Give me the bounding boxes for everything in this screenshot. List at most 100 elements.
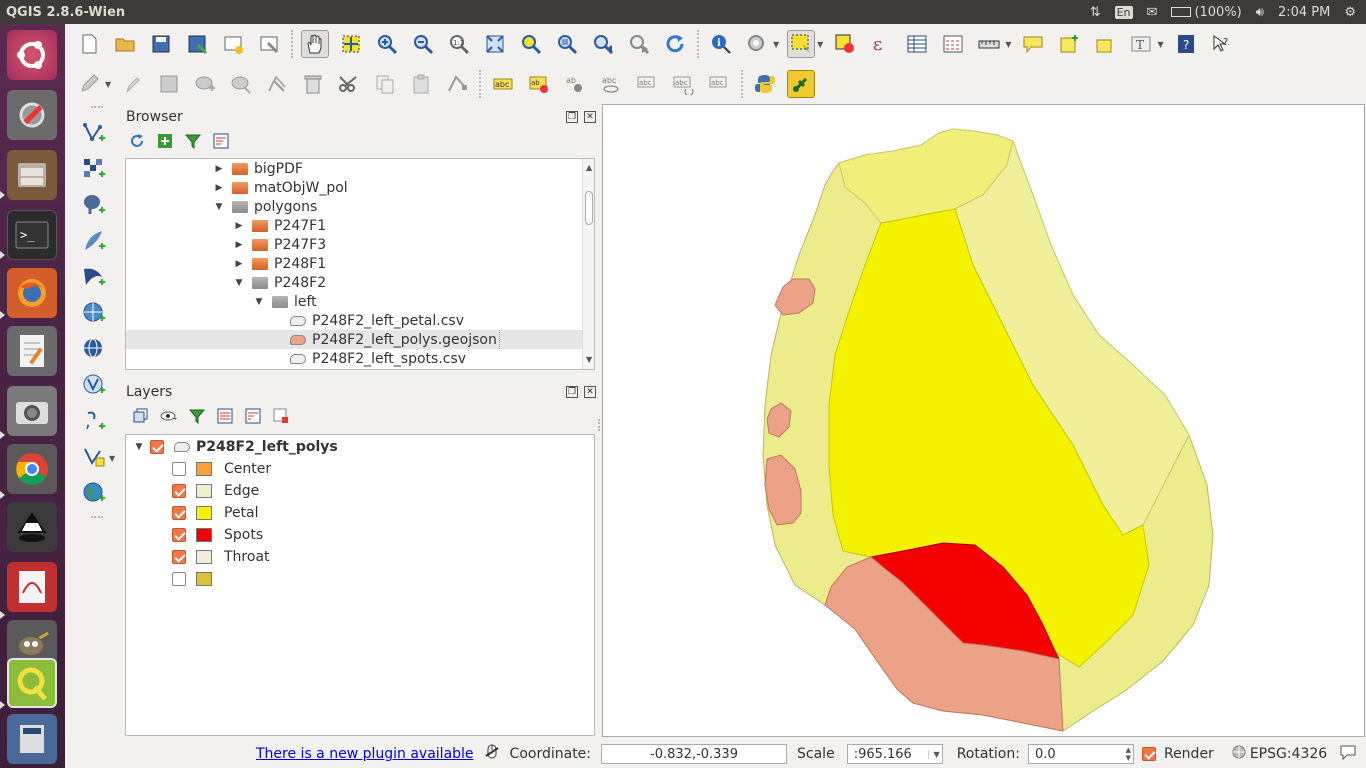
cut-features-button[interactable] [335, 70, 363, 98]
zoom-full-button[interactable] [481, 30, 509, 58]
add-raster-layer-button[interactable] [81, 156, 107, 182]
current-edits-button[interactable] [119, 70, 147, 98]
whats-this-button[interactable]: ? [1208, 30, 1236, 58]
zoom-to-layer-button[interactable] [553, 30, 581, 58]
help-contents-button[interactable]: ? [1172, 30, 1200, 58]
deselect-all-button[interactable] [831, 30, 859, 58]
message-log-button[interactable] [1339, 743, 1357, 765]
pdf-viewer-launcher[interactable] [7, 562, 57, 612]
map-canvas[interactable] [602, 104, 1365, 737]
legend-class-row[interactable]: Edge [172, 481, 259, 501]
pan-to-selection-button[interactable] [337, 30, 365, 58]
filter-legend-button[interactable] [188, 407, 206, 425]
action-dropdown-arrow[interactable]: ▼ [773, 39, 780, 49]
close-panel-button[interactable]: ✕ [584, 386, 596, 398]
text-annotation-button[interactable]: T [1127, 30, 1155, 58]
new-shapefile-layer-button[interactable] [81, 444, 107, 470]
firefox-launcher[interactable] [7, 268, 57, 318]
save-project-button[interactable] [147, 30, 175, 58]
mail-icon[interactable]: ✉ [1146, 4, 1158, 20]
refresh-browser-button[interactable] [128, 132, 146, 150]
save-as-button[interactable] [183, 30, 211, 58]
new-print-composer-button[interactable] [219, 30, 247, 58]
class-checkbox[interactable] [172, 506, 186, 520]
new-project-button[interactable] [75, 30, 103, 58]
inkscape-launcher[interactable] [7, 502, 57, 552]
power-gear-icon[interactable]: ⚙ [1344, 4, 1356, 20]
browser-tree[interactable]: ▶ bigPDF ▶ matObjW_pol ▼ polygons ▶ P247F1 ▶… [125, 158, 595, 370]
remove-layer-button[interactable] [272, 407, 290, 425]
terminal-launcher[interactable]: >_ [7, 210, 57, 260]
layer-diagram-button[interactable]: ab [525, 70, 553, 98]
collapse-arrow-icon[interactable]: ▼ [235, 277, 243, 288]
pin-labels-button[interactable]: ab [561, 70, 589, 98]
node-tool-button[interactable] [263, 70, 291, 98]
attribute-table-button[interactable] [903, 30, 931, 58]
toolbar-grip[interactable] [479, 70, 483, 98]
clock[interactable]: 2:04 PM [1277, 4, 1331, 20]
class-checkbox[interactable] [172, 484, 186, 498]
move-feature-button[interactable] [227, 70, 255, 98]
pan-map-button[interactable] [301, 30, 329, 58]
tree-item-selected[interactable]: P248F2_left_polys.geojson [126, 330, 582, 349]
toggle-editing-button[interactable] [75, 70, 103, 98]
add-world-layer-button[interactable] [81, 480, 107, 506]
float-panel-button[interactable]: ❐ [566, 111, 578, 123]
field-calculator-button[interactable]: ε [867, 30, 895, 58]
chrome-launcher[interactable] [7, 444, 57, 494]
manage-visibility-button[interactable] [160, 407, 178, 425]
measure-line-button[interactable] [975, 30, 1003, 58]
collapse-arrow-icon[interactable]: ▼ [215, 201, 223, 212]
new-plugin-notice-link[interactable]: There is a new plugin available [256, 746, 474, 762]
zoom-out-button[interactable] [409, 30, 437, 58]
close-panel-button[interactable]: ✕ [584, 111, 596, 123]
add-delimited-text-layer-button[interactable]: , [81, 408, 107, 434]
scroll-down-arrow[interactable]: ▼ [586, 355, 593, 364]
tree-item[interactable]: ▶ matObjW_pol [214, 178, 348, 197]
rotation-spinbox[interactable]: 0.0 ▲ ▼ [1027, 744, 1134, 764]
annotation-dropdown-arrow[interactable]: ▼ [1157, 39, 1164, 49]
qgis-launcher[interactable] [7, 658, 57, 708]
digitize-mode-button[interactable] [443, 70, 471, 98]
measure-dropdown-arrow[interactable]: ▼ [1005, 39, 1012, 49]
composer-manager-button[interactable] [255, 30, 283, 58]
float-panel-button[interactable]: ❐ [566, 386, 578, 398]
files-launcher[interactable] [7, 150, 57, 200]
zoom-actual-size-button[interactable]: 1:1 [445, 30, 473, 58]
select-features-button[interactable] [787, 30, 816, 58]
zoom-in-button[interactable] [373, 30, 401, 58]
legend-class-row[interactable]: Center [172, 459, 271, 479]
python-console-button[interactable] [751, 70, 779, 98]
scrollbar-thumb[interactable] [585, 191, 593, 225]
scale-dropdown-arrow[interactable]: ▼ [927, 749, 940, 759]
expand-all-button[interactable] [216, 407, 234, 425]
open-project-button[interactable] [111, 30, 139, 58]
layers-tree[interactable]: ▼ P248F2_left_polys Center Edge Petal Sp… [125, 434, 595, 736]
layer-row[interactable]: ▼ P248F2_left_polys [134, 437, 338, 457]
tree-item[interactable]: ▼ P248F2 [234, 273, 327, 292]
add-postgis-layer-button[interactable] [81, 192, 107, 218]
legend-class-row[interactable]: Spots [172, 525, 263, 545]
add-feature-button[interactable] [191, 70, 219, 98]
rotation-spin-arrows[interactable]: ▲ ▼ [1125, 746, 1131, 762]
refresh-button[interactable] [661, 30, 689, 58]
legend-class-row[interactable] [172, 569, 224, 589]
collapse-arrow-icon[interactable]: ▼ [255, 296, 263, 307]
browser-scrollbar[interactable]: ▲ ▼ [582, 159, 594, 369]
tree-item[interactable]: ▶ P248F1 [234, 254, 327, 273]
select-dropdown-arrow[interactable]: ▼ [817, 39, 824, 49]
zoom-to-selection-button[interactable] [517, 30, 545, 58]
toolbar-grip[interactable] [697, 30, 701, 58]
run-feature-action-button[interactable] [743, 30, 771, 58]
delete-selected-button[interactable] [299, 70, 327, 98]
mouse-coordinate-toggle-icon[interactable] [484, 744, 500, 764]
add-wfs-layer-button[interactable] [81, 372, 107, 398]
legend-class-row[interactable]: Throat [172, 547, 270, 567]
move-label-button[interactable]: abc [633, 70, 661, 98]
collapse-all-layers-button[interactable] [244, 407, 262, 425]
filter-browser-button[interactable] [184, 132, 202, 150]
ubuntu-dash-button[interactable] [7, 30, 57, 80]
tree-item[interactable]: P248F2_left_petal.csv [290, 311, 464, 330]
statistical-summary-button[interactable] [939, 30, 967, 58]
add-spatialite-layer-button[interactable] [81, 228, 107, 254]
